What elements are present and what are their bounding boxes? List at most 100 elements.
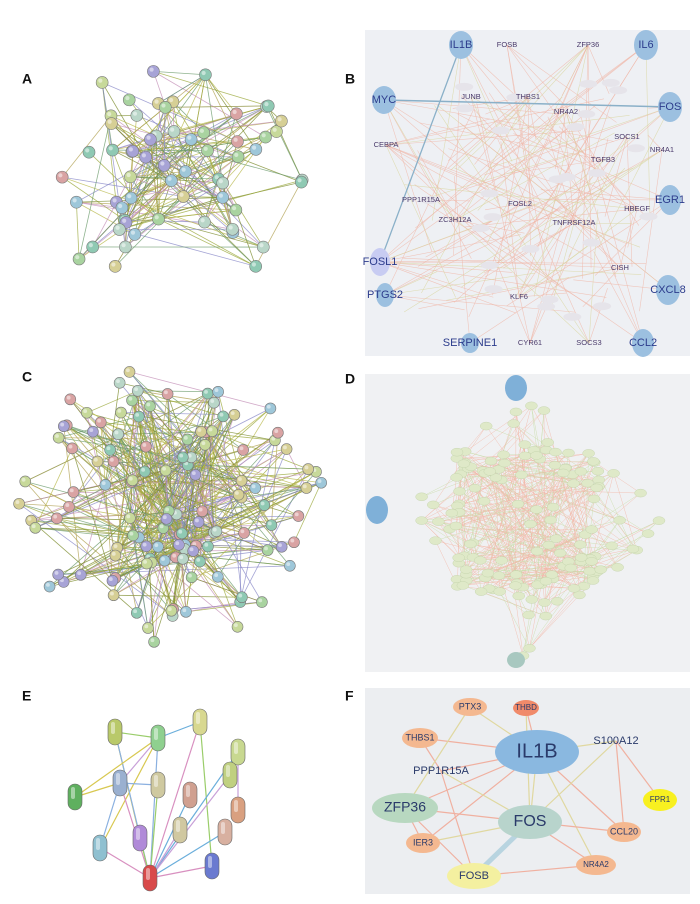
- network-node: [231, 135, 244, 148]
- network-edge: [131, 400, 174, 616]
- hub-node: [370, 248, 390, 276]
- node-highlight: [125, 95, 130, 101]
- network-node: [249, 482, 262, 494]
- network-edge: [207, 105, 269, 151]
- minor-node: [537, 302, 556, 311]
- network-node: [113, 377, 126, 389]
- network-edge: [384, 187, 604, 296]
- network-node: [206, 425, 219, 437]
- network-edge: [163, 105, 269, 166]
- network-edge: [440, 770, 475, 877]
- network-node: [483, 467, 497, 476]
- network-edge: [199, 721, 213, 867]
- minor-node: [491, 126, 510, 135]
- network-edge: [449, 483, 574, 530]
- node-highlight: [176, 820, 180, 832]
- node-highlight: [183, 435, 188, 440]
- network-edge: [457, 44, 589, 169]
- network-edge: [488, 92, 575, 224]
- network-node: [126, 144, 139, 158]
- node-highlight: [115, 225, 120, 230]
- network-edge: [561, 44, 589, 96]
- network-node: [594, 565, 607, 574]
- node-highlight: [261, 133, 266, 138]
- network-edge: [34, 448, 73, 529]
- network-edge: [540, 473, 614, 585]
- node-highlight: [197, 428, 202, 432]
- hub-node: [366, 496, 388, 524]
- node-highlight: [230, 411, 235, 416]
- node-highlight: [129, 531, 134, 536]
- network-edge: [470, 96, 584, 153]
- network-edge: [438, 521, 592, 562]
- network-edge: [137, 390, 155, 642]
- network-edge: [158, 74, 206, 104]
- node-highlight: [297, 178, 302, 183]
- network-node: [159, 464, 172, 477]
- node-highlight: [178, 529, 183, 534]
- network-edge: [455, 525, 489, 574]
- node-highlight: [126, 514, 131, 519]
- network-node: [452, 553, 465, 562]
- node-highlight: [214, 573, 219, 578]
- network-edge: [136, 457, 184, 613]
- network-edge: [500, 141, 520, 298]
- network-edge: [30, 520, 138, 614]
- node-highlight: [214, 175, 219, 180]
- node-highlight: [189, 547, 194, 552]
- node-highlight: [143, 559, 148, 564]
- network-node: [107, 718, 123, 746]
- node-label: ZFP36: [384, 799, 426, 815]
- network-node: [232, 488, 245, 501]
- network-edge: [495, 477, 561, 554]
- node-highlight: [212, 527, 217, 532]
- node-highlight: [251, 145, 257, 150]
- network-node: [198, 215, 211, 229]
- network-edge: [130, 176, 159, 220]
- network-node: [515, 470, 528, 480]
- network-edge: [185, 171, 237, 211]
- network-node: [576, 855, 616, 875]
- network-node: [432, 517, 445, 526]
- network-node: [216, 191, 230, 204]
- network-edge: [31, 520, 139, 538]
- network-edge: [24, 481, 113, 581]
- minor-node: [480, 261, 499, 270]
- network-node: [587, 494, 601, 504]
- network-node: [546, 502, 560, 512]
- network-node: [292, 510, 305, 522]
- network-edge: [150, 139, 303, 181]
- network-node: [148, 636, 160, 648]
- network-edge: [435, 509, 537, 541]
- network-node: [158, 554, 171, 567]
- node-label: FPR1: [650, 795, 671, 804]
- network-edge: [129, 517, 181, 535]
- network-node: [607, 822, 641, 842]
- node-label: SOCS1: [614, 132, 639, 141]
- network-node: [91, 455, 104, 468]
- network-edge: [573, 279, 669, 291]
- network-node: [142, 622, 154, 634]
- network-edge: [457, 466, 472, 506]
- node-highlight: [108, 146, 113, 151]
- node-highlight: [162, 515, 167, 520]
- network-edge: [110, 115, 223, 198]
- network-edge: [125, 209, 236, 223]
- network-node: [112, 428, 124, 440]
- network-edge: [385, 144, 594, 260]
- network-node: [518, 440, 531, 449]
- hub-node: [659, 185, 681, 215]
- network-node: [212, 571, 224, 583]
- node-highlight: [302, 484, 307, 489]
- minor-node: [480, 189, 499, 198]
- node-highlight: [111, 551, 116, 556]
- network-edge: [492, 111, 567, 167]
- network-node: [99, 478, 112, 491]
- network-edge: [487, 44, 647, 167]
- node-label: TNFRSF12A: [553, 218, 596, 227]
- network-edge: [100, 421, 275, 441]
- network-edge: [513, 133, 671, 201]
- network-edge: [158, 218, 256, 267]
- network-edge: [131, 481, 272, 526]
- network-node: [539, 576, 553, 586]
